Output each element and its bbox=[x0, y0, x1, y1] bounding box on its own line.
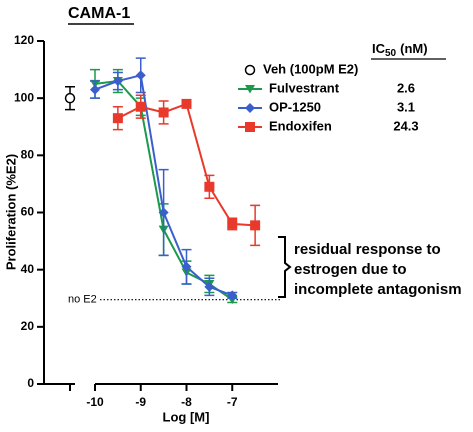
ic50-value: 3.1 bbox=[397, 99, 415, 114]
y-tick-label: 0 bbox=[27, 376, 34, 390]
data-point bbox=[112, 76, 123, 87]
data-point bbox=[204, 181, 215, 192]
ic50-value: 24.3 bbox=[393, 118, 418, 133]
legend-marker bbox=[245, 85, 255, 94]
y-axis-label: Proliferation (%E2) bbox=[3, 154, 18, 270]
x-tick-label: -7 bbox=[227, 395, 238, 409]
data-point bbox=[204, 281, 215, 292]
data-point bbox=[90, 84, 100, 95]
x-axis-label: Log [M] bbox=[163, 409, 210, 424]
annotation: estrogen due to bbox=[294, 261, 407, 278]
data-point bbox=[112, 113, 123, 124]
ic50-value: 2.6 bbox=[397, 80, 415, 95]
y-tick-label: 60 bbox=[21, 205, 35, 219]
data-point bbox=[135, 101, 146, 112]
x-tick-label: -8 bbox=[181, 395, 192, 409]
legend-label: OP-1250 bbox=[269, 99, 321, 114]
x-tick-label: -10 bbox=[86, 395, 104, 409]
y-tick-label: 100 bbox=[14, 90, 34, 104]
legend-label: Fulvestrant bbox=[269, 80, 340, 95]
data-point bbox=[181, 98, 192, 109]
ic50-header: IC50 (nM) bbox=[372, 41, 428, 58]
vehicle-point bbox=[64, 92, 76, 104]
data-point bbox=[135, 70, 146, 81]
legend-label: Endoxifen bbox=[269, 118, 332, 133]
legend-marker bbox=[245, 122, 255, 132]
y-tick-label: 120 bbox=[14, 33, 34, 47]
data-point bbox=[181, 261, 192, 272]
annotation: incomplete antagonism bbox=[294, 281, 462, 298]
legend-label: Veh (100pM E2) bbox=[263, 61, 358, 76]
legend-marker bbox=[245, 103, 255, 113]
data-point bbox=[158, 107, 169, 118]
data-point bbox=[158, 207, 169, 218]
annotation: residual response to bbox=[294, 241, 441, 258]
ic50-header-main: IC bbox=[372, 41, 386, 56]
y-tick-label: 20 bbox=[21, 319, 35, 333]
bracket bbox=[278, 236, 292, 298]
series-line bbox=[117, 102, 256, 227]
ic50-header-unit: (nM) bbox=[400, 41, 427, 56]
chart-title: CAMA-1 bbox=[68, 5, 130, 22]
ic50-header-sub: 50 bbox=[385, 48, 397, 59]
data-point bbox=[250, 220, 261, 231]
y-tick-label: 40 bbox=[21, 262, 35, 276]
legend-marker bbox=[244, 64, 256, 76]
reference-label: no E2 bbox=[68, 294, 97, 306]
x-tick-label: -9 bbox=[135, 395, 146, 409]
data-point bbox=[227, 290, 238, 301]
y-tick-label: 80 bbox=[21, 148, 35, 162]
data-point bbox=[227, 218, 238, 229]
